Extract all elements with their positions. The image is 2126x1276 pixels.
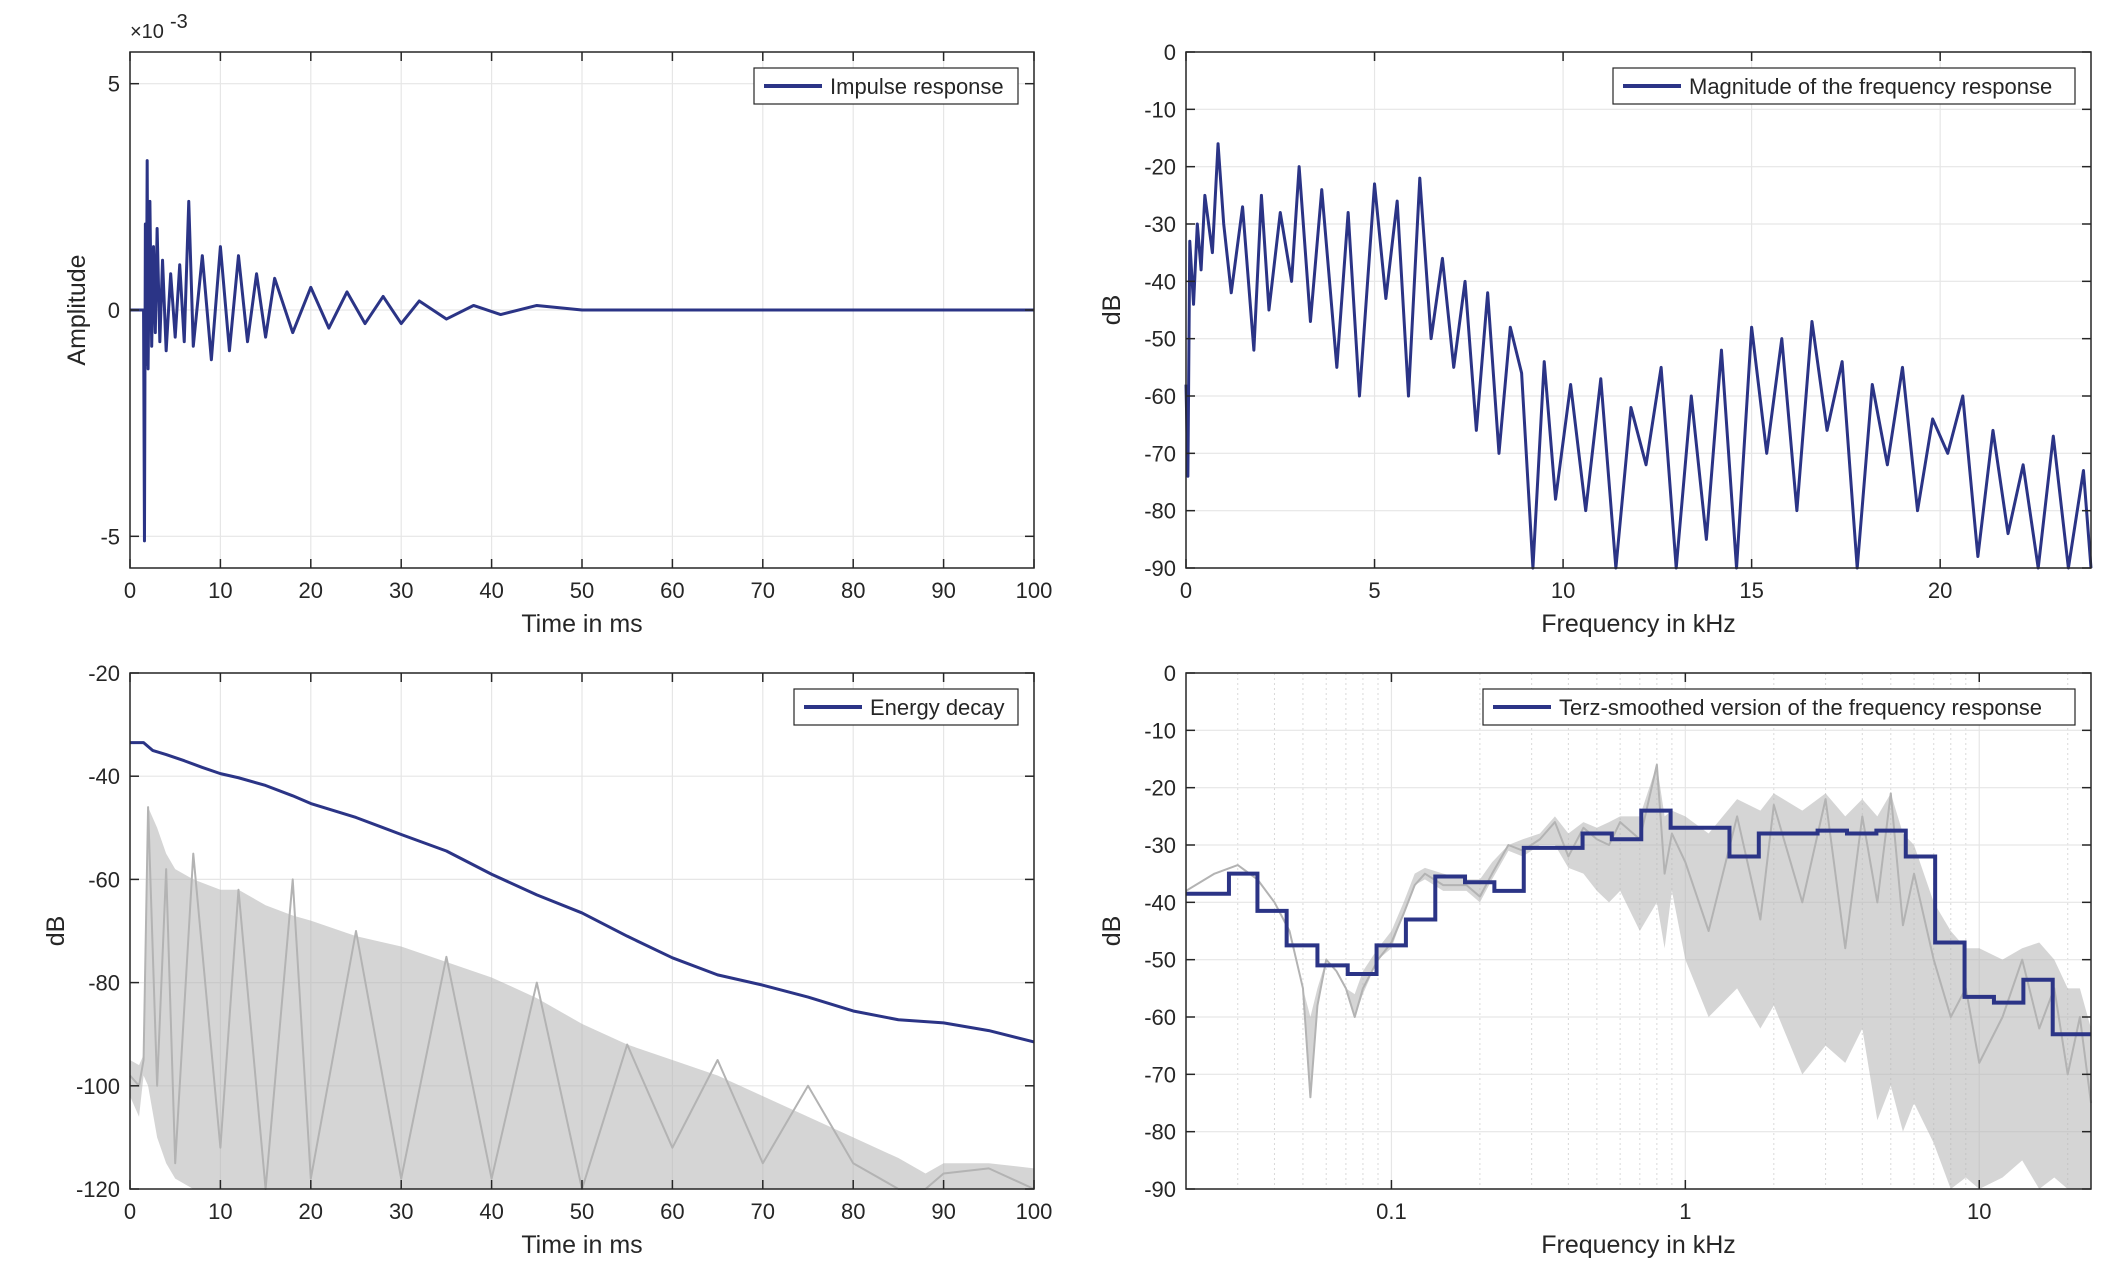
x-tick-label: 10: [208, 578, 232, 603]
legend-entry: Magnitude of the frequency response: [1689, 74, 2052, 99]
x-tick-label: 20: [299, 578, 323, 603]
y-tick-label: -20: [88, 661, 120, 686]
x-tick-label: 30: [389, 1199, 413, 1224]
frequency-magnitude-panel: 0 5 10 15 20 -90 -80 -70 -60 -50 -40 -30 -20 -10 0 Freq…: [1098, 40, 2093, 638]
y-tick-label: -80: [1144, 1120, 1176, 1145]
y-axis-label: dB: [1098, 916, 1126, 947]
y-axis-label: dB: [42, 916, 70, 947]
series-raw-decay-band: [130, 807, 1034, 1189]
series-raw-terz-line: [1185, 763, 2092, 1104]
y-tick-label: -50: [1144, 948, 1176, 973]
x-tick-label: 0: [1180, 578, 1192, 603]
x-tick-label: 10: [1551, 578, 1575, 603]
y-tick-label: -80: [1144, 499, 1176, 524]
x-tick-label: 90: [931, 1199, 955, 1224]
y-tick-label: -30: [1144, 833, 1176, 858]
y-tick-label: -70: [1144, 1062, 1176, 1087]
y-axis-label: dB: [1098, 295, 1126, 326]
legend-entry: Energy decay: [870, 695, 1005, 720]
y-tick-label: -70: [1144, 441, 1176, 466]
legend-box: [1482, 688, 2076, 726]
x-tick-label: 0: [124, 1199, 136, 1224]
y-tick-label: -50: [1144, 327, 1176, 352]
y-tick-label: -60: [88, 867, 120, 892]
series-impulse-response-line: [130, 159, 1034, 543]
x-tick-label: 15: [1739, 578, 1763, 603]
y-tick-label: -20: [1144, 776, 1176, 801]
x-axis-label: Time in ms: [521, 610, 642, 638]
y-tick-label: -90: [1144, 556, 1176, 581]
x-tick-label: 20: [1928, 578, 1952, 603]
x-tick-label: 60: [660, 578, 684, 603]
impulse-response-panel: 0 10 20 30 40 50 60 70 80 90 100 -5 0 5 ×10 -3 Time in m…: [63, 11, 1052, 638]
x-tick-label: 100: [1016, 1199, 1053, 1224]
axes-box: [1185, 672, 2092, 1190]
x-tick-label: 5: [1368, 578, 1380, 603]
energy-decay-panel: 0 10 20 30 40 50 60 70 80 90 100 -120 -100 -80 -60 -40 -…: [42, 661, 1052, 1259]
plot-area: [1186, 52, 2091, 568]
x-tick-label: 30: [389, 578, 413, 603]
legend-box: [1612, 67, 2076, 105]
series-energy-decay-line: [130, 741, 1035, 1044]
y-tick-label: -100: [76, 1074, 120, 1099]
series-raw-terz-band: [1186, 764, 2091, 1189]
y-tick-label: 5: [108, 72, 120, 97]
x-tick-label: 0.1: [1376, 1199, 1407, 1224]
series-raw-decay-line: [129, 806, 1035, 1190]
terz-smoothed-panel: 0.1 1 10 -90 -80 -70 -60 -50 -40 -30 -20 -10 0 Freque…: [1098, 661, 2092, 1259]
x-tick-label: 90: [931, 578, 955, 603]
x-axis-label: Frequency in kHz: [1541, 610, 1736, 638]
x-tick-label: 70: [751, 1199, 775, 1224]
series-magnitude-of-the-frequency-response-line: [1184, 142, 2093, 570]
x-tick-label: 60: [660, 1199, 684, 1224]
legend-entry: Terz-smoothed version of the frequency r…: [1559, 695, 2042, 720]
y-exponent-power: -3: [170, 11, 188, 33]
x-tick-label: 70: [751, 578, 775, 603]
y-tick-label: -40: [1144, 890, 1176, 915]
y-tick-label: -60: [1144, 384, 1176, 409]
x-tick-label: 100: [1016, 578, 1053, 603]
x-tick-label: 50: [570, 1199, 594, 1224]
y-tick-label: -10: [1144, 718, 1176, 743]
x-tick-label: 10: [1967, 1199, 1991, 1224]
x-axis-label: Frequency in kHz: [1541, 1231, 1736, 1259]
y-tick-label: 0: [1164, 40, 1176, 65]
y-exponent-label: ×10: [130, 21, 164, 43]
x-axis-label: Time in ms: [521, 1231, 642, 1259]
y-tick-label: -120: [76, 1177, 120, 1202]
y-axis-label: Amplitude: [63, 254, 91, 365]
axes-box: [1185, 51, 2092, 569]
y-tick-label: -40: [1144, 269, 1176, 294]
y-tick-label: -30: [1144, 212, 1176, 237]
x-tick-label: 40: [479, 578, 503, 603]
x-tick-label: 80: [841, 578, 865, 603]
y-tick-label: -5: [100, 524, 120, 549]
y-tick-label: 0: [108, 298, 120, 323]
y-tick-label: -20: [1144, 155, 1176, 180]
x-tick-label: 80: [841, 1199, 865, 1224]
y-tick-label: -40: [88, 764, 120, 789]
x-tick-label: 20: [299, 1199, 323, 1224]
series-terz-smoothed-version-of-the-frequency-response-line: [1186, 808, 2091, 1037]
y-tick-label: -60: [1144, 1005, 1176, 1030]
x-tick-label: 10: [208, 1199, 232, 1224]
y-tick-label: -90: [1144, 1177, 1176, 1202]
y-tick-label: -80: [88, 971, 120, 996]
x-tick-label: 1: [1679, 1199, 1691, 1224]
legend-entry: Impulse response: [830, 74, 1004, 99]
y-tick-label: 0: [1164, 661, 1176, 686]
x-tick-label: 50: [570, 578, 594, 603]
x-tick-label: 0: [124, 578, 136, 603]
x-tick-label: 40: [479, 1199, 503, 1224]
y-tick-label: -10: [1144, 97, 1176, 122]
